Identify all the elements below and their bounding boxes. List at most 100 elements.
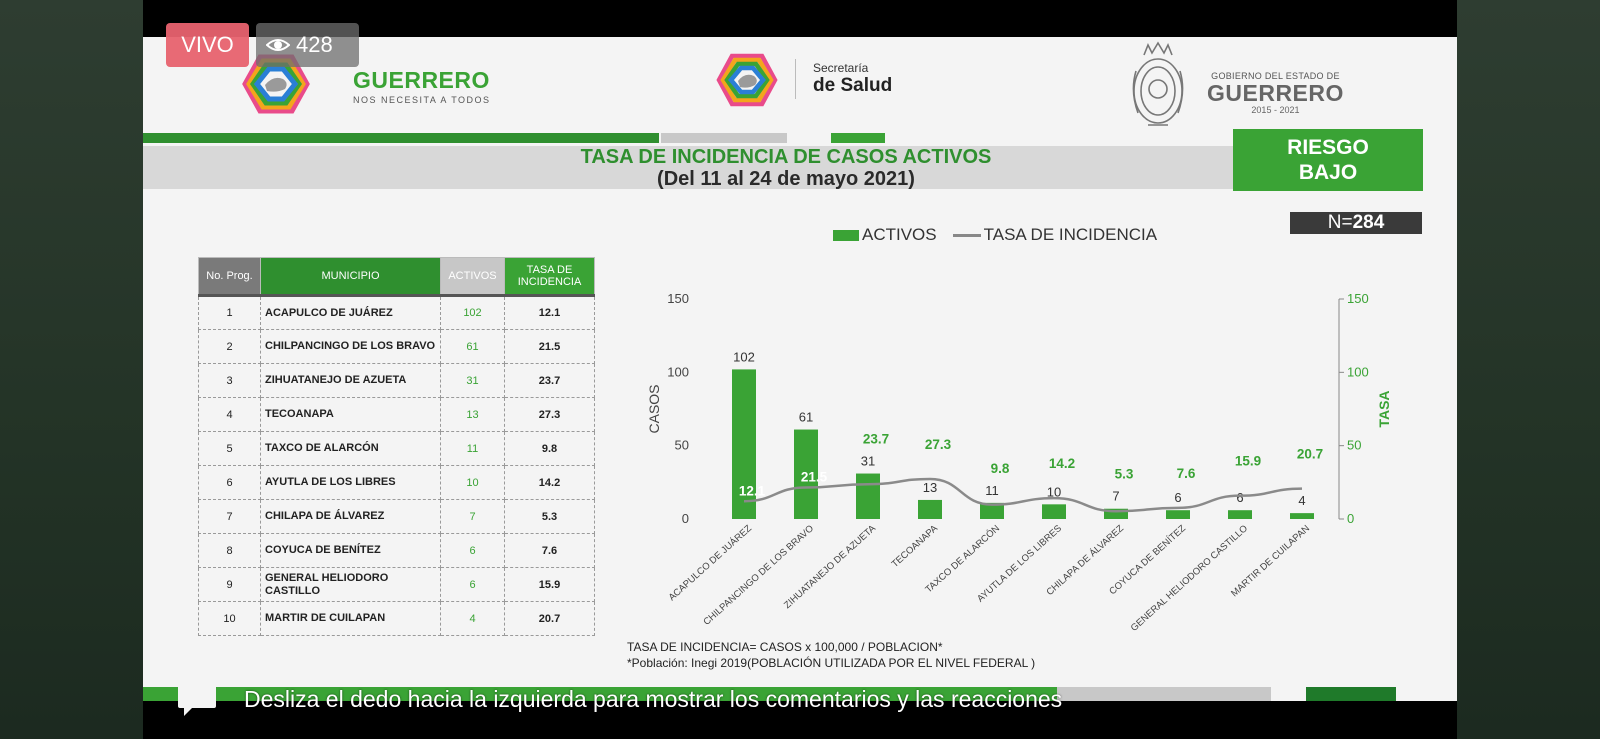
category-label: CHILPANCINGO DE LOS BRAVO: [701, 523, 816, 628]
legend-bar-swatch: [833, 229, 859, 241]
bar: [1228, 510, 1252, 519]
row-tasa: 21.5: [504, 329, 595, 364]
viewer-count-badge[interactable]: 428: [256, 23, 359, 67]
row-activos: 4: [440, 601, 505, 636]
salud-logo-icon: [716, 53, 778, 107]
line-value-label: 20.7: [1297, 447, 1323, 462]
bar-value-label: 13: [923, 480, 937, 495]
table-body: 1 ACAPULCO DE JUÁREZ 102 12.1 2 CHILPANCINGO …: [198, 294, 595, 636]
row-number: 1: [198, 294, 261, 330]
row-tasa: 5.3: [504, 499, 595, 534]
swipe-hint-text: Desliza el dedo hacia la izquierda para …: [244, 686, 1063, 712]
line-value-label: 5.3: [1115, 467, 1134, 482]
row-tasa: 7.6: [504, 533, 595, 568]
right-tick-label: 100: [1347, 364, 1369, 379]
bar: [732, 369, 756, 519]
footnote-formula: TASA DE INCIDENCIA= CASOS x 100,000 / PO…: [627, 640, 943, 654]
bar: [1104, 508, 1128, 519]
header-municipio: MUNICIPIO: [260, 257, 441, 296]
left-tick-label: 0: [682, 511, 689, 526]
salud-block: Secretaría de Salud: [813, 61, 892, 97]
gobierno-years: 2015 - 2021: [1251, 105, 1300, 115]
table-row: 6 AYUTLA DE LOS LIBRES 10 14.2: [198, 465, 595, 500]
row-activos: 6: [440, 567, 505, 602]
bar-value-label: 10: [1047, 484, 1061, 499]
row-activos: 102: [440, 294, 505, 330]
bar-value-label: 7: [1112, 489, 1119, 504]
row-municipio: TAXCO DE ALARCÓN: [260, 431, 441, 466]
left-tick-label: 100: [667, 364, 689, 379]
row-number: 6: [198, 465, 261, 500]
row-tasa: 23.7: [504, 363, 595, 398]
presentation-slide: GUERRERO NOS NECESITA A TODOS Secretaría…: [143, 37, 1457, 701]
table-row: 9 GENERAL HELIODORO CASTILLO 6 15.9: [198, 567, 595, 602]
footer-stripe-gray: [1057, 687, 1271, 701]
row-number: 5: [198, 431, 261, 466]
row-activos: 6: [440, 533, 505, 568]
bar-value-label: 102: [733, 349, 755, 364]
municipality-table: No. Prog. MUNICIPIO ACTIVOS TASA DE INCI…: [198, 257, 595, 636]
state-crest-icon: [1132, 41, 1184, 126]
bar-value-label: 61: [799, 410, 813, 425]
table-row: 2 CHILPANCINGO DE LOS BRAVO 61 21.5: [198, 329, 595, 364]
risk-line-2: BAJO: [1298, 161, 1358, 184]
row-number: 10: [198, 601, 261, 636]
right-axis-title: TASA: [1376, 390, 1392, 427]
comment-bubble-icon[interactable]: [176, 680, 218, 720]
header-activos: ACTIVOS: [440, 257, 505, 296]
header-stripe-gray: [661, 133, 787, 143]
row-municipio: ACAPULCO DE JUÁREZ: [260, 294, 441, 330]
chart-legend: ACTIVOS TASA DE INCIDENCIA: [833, 225, 1157, 245]
slide-subtitle: (Del 11 al 24 de mayo 2021): [657, 168, 915, 190]
risk-line-1: RIESGO: [1287, 136, 1369, 159]
row-number: 8: [198, 533, 261, 568]
row-tasa: 15.9: [504, 567, 595, 602]
n-value: 284: [1352, 212, 1385, 233]
eye-icon: [266, 39, 290, 51]
gobierno-label-big: GUERRERO: [1207, 80, 1344, 106]
table-row: 7 CHILAPA DE ÁLVAREZ 7 5.3: [198, 499, 595, 534]
row-tasa: 27.3: [504, 397, 595, 432]
row-municipio: CHILAPA DE ÁLVAREZ: [260, 499, 441, 534]
salud-label-small: Secretaría: [813, 61, 869, 75]
row-activos: 11: [440, 431, 505, 466]
salud-label-big: de Salud: [813, 75, 893, 96]
bar: [794, 429, 818, 519]
row-activos: 31: [440, 363, 505, 398]
row-tasa: 9.8: [504, 431, 595, 466]
table-row: 3 ZIHUATANEJO DE AZUETA 31 23.7: [198, 363, 595, 398]
row-municipio: CHILPANCINGO DE LOS BRAVO: [260, 329, 441, 364]
right-tick-label: 0: [1347, 511, 1354, 526]
bar-value-label: 31: [861, 454, 875, 469]
row-municipio: MARTIR DE CUILAPAN: [260, 601, 441, 636]
bar: [1290, 513, 1314, 519]
row-municipio: TECOANAPA: [260, 397, 441, 432]
line-value-label: 21.5: [801, 469, 828, 484]
bar-value-label: 6: [1174, 490, 1181, 505]
salud-divider: [795, 59, 796, 99]
gobierno-block: GOBIERNO DEL ESTADO DE GUERRERO 2015 - 2…: [1207, 71, 1344, 115]
line-value-label: 9.8: [991, 461, 1010, 476]
line-value-label: 27.3: [925, 437, 952, 452]
footer-stripe-dark: [1306, 687, 1396, 701]
gobierno-label-small: GOBIERNO DEL ESTADO DE: [1211, 71, 1340, 81]
table-row: 5 TAXCO DE ALARCÓN 11 9.8: [198, 431, 595, 466]
row-municipio: GENERAL HELIODORO CASTILLO: [260, 567, 441, 602]
bar: [856, 473, 880, 519]
bar-value-label: 11: [985, 483, 999, 498]
row-municipio: ZIHUATANEJO DE AZUETA: [260, 363, 441, 398]
row-activos: 7: [440, 499, 505, 534]
viewer-count: 428: [296, 32, 333, 57]
category-label: GENERAL HELIODORO CASTILLO: [1129, 523, 1250, 634]
brand-block: GUERRERO NOS NECESITA A TODOS: [353, 67, 491, 105]
bar: [1166, 510, 1190, 519]
brand-title: GUERRERO: [353, 67, 490, 93]
slide-title: TASA DE INCIDENCIA DE CASOS ACTIVOS: [580, 146, 992, 168]
row-activos: 10: [440, 465, 505, 500]
left-axis-title: CASOS: [646, 384, 662, 433]
top-letterbox: [143, 0, 1457, 37]
row-municipio: COYUCA DE BENÍTEZ: [260, 533, 441, 568]
bar-value-label: 6: [1236, 490, 1243, 505]
table-header-row: No. Prog. MUNICIPIO ACTIVOS TASA DE INCI…: [198, 257, 595, 296]
table-row: 4 TECOANAPA 13 27.3: [198, 397, 595, 432]
